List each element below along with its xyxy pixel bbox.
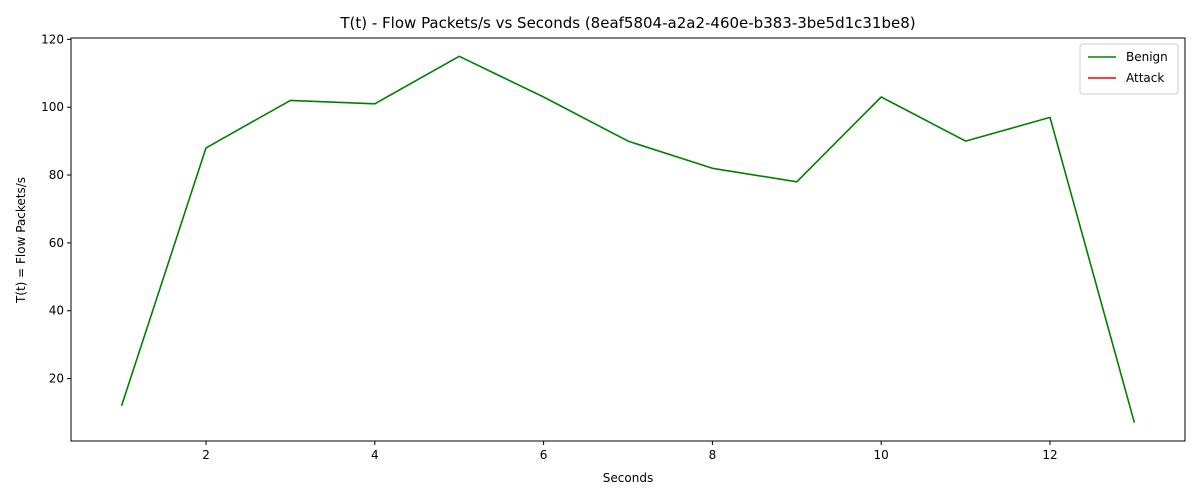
x-axis-label: Seconds bbox=[603, 471, 653, 485]
plot-area-frame bbox=[70, 37, 1186, 442]
x-axis: 2 4 6 8 10 12 bbox=[202, 441, 1058, 462]
y-tick-label: 80 bbox=[49, 168, 64, 182]
x-tick-label: 4 bbox=[371, 448, 379, 462]
y-tick-label: 40 bbox=[49, 304, 64, 318]
x-tick-label: 10 bbox=[874, 448, 889, 462]
y-tick-label: 120 bbox=[41, 32, 64, 46]
legend-label-benign: Benign bbox=[1126, 50, 1168, 64]
x-tick-label: 8 bbox=[709, 448, 717, 462]
x-tick-label: 6 bbox=[540, 448, 548, 462]
y-tick-label: 60 bbox=[49, 236, 64, 250]
y-tick-label: 100 bbox=[41, 100, 64, 114]
series-line-benign bbox=[120, 55, 1136, 423]
legend: Benign Attack bbox=[1079, 43, 1179, 95]
chart-title: T(t) - Flow Packets/s vs Seconds (8eaf58… bbox=[339, 14, 915, 32]
y-axis-label: T(t) = Flow Packets/s bbox=[14, 177, 28, 304]
y-tick-label: 20 bbox=[49, 372, 64, 386]
x-tick-label: 2 bbox=[202, 448, 210, 462]
y-axis: 20 40 60 80 100 120 bbox=[41, 32, 71, 386]
x-tick-label: 12 bbox=[1042, 448, 1057, 462]
series-layer bbox=[120, 55, 1136, 423]
legend-label-attack: Attack bbox=[1126, 71, 1164, 85]
